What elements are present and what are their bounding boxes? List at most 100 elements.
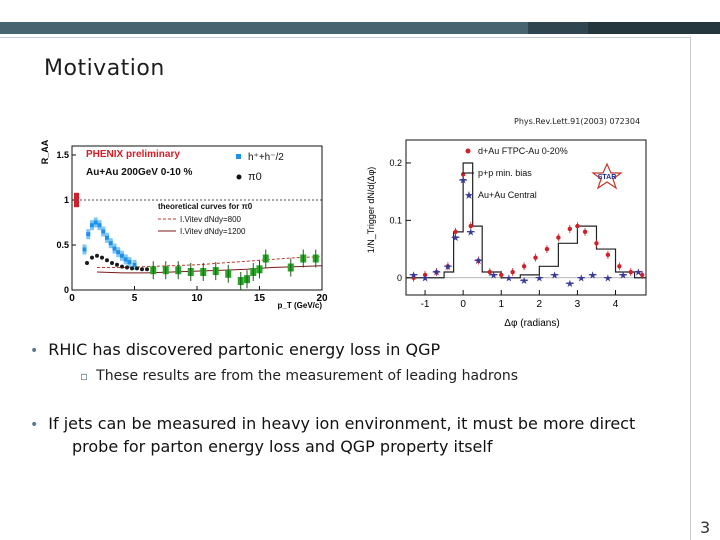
hadron-point	[97, 223, 102, 228]
frame-line-right	[690, 37, 691, 540]
dphi-y-tick-label: 0	[397, 273, 402, 283]
dau-point	[567, 226, 573, 232]
dau-point	[533, 255, 538, 260]
dau-point	[582, 229, 588, 235]
phenix-preliminary-label: PHENIX preliminary	[86, 149, 180, 160]
auau-point: ★	[443, 262, 452, 273]
auau-point: ★	[588, 270, 597, 281]
pi0-point	[145, 267, 149, 272]
raa-x-axis-label: p_T (GeV/c)	[278, 301, 323, 310]
dau-point	[639, 272, 645, 278]
auau-point: ★	[451, 233, 460, 244]
page-number: 3	[700, 518, 711, 537]
auau-point: ★	[634, 268, 643, 279]
legend-hadrons-label: h⁺+h⁻/2	[248, 152, 284, 163]
auau-point: ★	[535, 273, 544, 284]
raa-x-tick-label: 10	[191, 293, 203, 304]
legend-theory2-label: I.Vitev dNdy=1200	[180, 227, 246, 236]
dau-point	[468, 223, 473, 229]
reference-citation: Phys.Rev.Lett.91(2003) 072304	[514, 117, 641, 126]
auau-point: ★	[489, 270, 498, 281]
auau-point: ★	[504, 273, 513, 284]
dau-point	[575, 223, 580, 229]
raa-y-axis-label: R_AA	[40, 139, 50, 164]
hadron-point	[82, 247, 87, 252]
bullet-jets-probe: • If jets can be measured in heavy ion en…	[30, 413, 680, 458]
raa-x-tick-label: 20	[316, 293, 328, 304]
dphi-correlation-chart: -1 0 1 2 3 400.10.2 ★ ★★★★★★★★ ★ ★ ★ ★★★ ★ ★ ★ ★ 1/N_T…	[366, 139, 647, 329]
raa-y-tick-label: 0.5	[56, 240, 69, 250]
bullet-text-line1: If jets can be measured in heavy ion env…	[48, 414, 636, 433]
dphi-x-tick-label: 3	[575, 299, 581, 310]
raa-y-tick-label: 1.5	[56, 150, 69, 160]
star-logo: STAR	[591, 162, 623, 190]
auau-point: ★	[421, 273, 430, 284]
raa-x-tick-label: 15	[254, 293, 266, 304]
pi0-point	[90, 255, 94, 260]
dphi-x-tick-label: 4	[613, 299, 619, 310]
dphi-y-tick-label: 0.1	[389, 215, 402, 225]
top-bar-segment	[0, 22, 528, 34]
auau-point: ★	[459, 176, 468, 187]
frame-line-top	[0, 37, 690, 38]
dau-point	[453, 229, 458, 235]
dau-point	[411, 275, 416, 280]
sub-bullet-text: These results are from the measurement o…	[96, 368, 519, 384]
bullet-dot: •	[30, 343, 39, 359]
pi0-point	[100, 255, 104, 260]
dau-point	[605, 252, 611, 258]
dphi-x-axis-label: Δφ (radians)	[504, 318, 559, 329]
raa-theory-curve-2	[96, 265, 323, 274]
dphi-x-tick-label: 1	[498, 299, 504, 310]
dphi-y-tick-label: 0.2	[389, 158, 402, 168]
dphi-y-axis-label: 1/N_Trigger dN/d(Δφ)	[366, 167, 376, 254]
hadron-point	[90, 223, 94, 228]
raa-y-tick-label: 1	[64, 195, 69, 205]
top-accent-bar	[0, 22, 720, 34]
top-bar-segment	[588, 22, 720, 34]
hadron-point	[132, 262, 137, 267]
dau-point	[499, 272, 504, 278]
dau-point	[556, 235, 561, 240]
auau-point: ★	[577, 273, 586, 284]
auau-point: ★	[520, 276, 529, 287]
hadron-point	[101, 229, 106, 234]
auau-point: ★	[565, 279, 574, 290]
auau-point: ★	[550, 270, 559, 281]
pi0-point	[115, 262, 119, 267]
pi0-point	[110, 261, 114, 265]
auau-point: ★	[603, 273, 612, 284]
pi0-point	[125, 265, 129, 270]
bullet-partonic-energy-loss: • RHIC has discovered partonic energy los…	[30, 340, 440, 359]
dphi-x-tick-label: 0	[460, 299, 466, 310]
bullet-text: RHIC has discovered partonic energy loss…	[48, 340, 441, 359]
collision-system-label: Au+Au 200GeV 0-10 %	[86, 167, 193, 178]
hadron-point	[93, 220, 98, 225]
dphi-x-tick-label: -1	[421, 299, 430, 310]
theory-header-label: theoretical curves for π0	[158, 202, 253, 211]
pp-histogram-line	[406, 162, 646, 279]
auau-point: ★	[466, 227, 475, 238]
star-logo-text: STAR	[598, 174, 617, 181]
hadron-point	[120, 253, 124, 258]
sub-bullet-leading-hadrons: ▫ These results are from the measurement …	[80, 368, 518, 384]
pi0-point	[140, 267, 144, 272]
dau-point	[628, 269, 633, 275]
auau-point: ★	[619, 270, 628, 281]
legend-theory1-label: I.Vitev dNdy=800	[180, 215, 242, 224]
bullet-text-line2: probe for parton energy loss and QGP pro…	[72, 437, 493, 456]
dau-point	[521, 264, 527, 269]
dau-point	[594, 241, 599, 246]
raa-x-tick-label: 5	[132, 293, 138, 304]
pi0-point	[120, 264, 124, 269]
raa-x-tick-label: 0	[69, 293, 75, 304]
dau-point	[487, 269, 493, 275]
dau-point	[617, 264, 622, 269]
legend-pi0-label: π0	[248, 171, 262, 183]
sub-bullet-marker: ▫	[80, 369, 89, 383]
legend-hadrons-marker	[236, 154, 241, 159]
pi0-point	[85, 261, 89, 265]
dau-point	[510, 269, 515, 275]
auau-point: ★	[409, 270, 418, 281]
pi0-point	[95, 253, 99, 258]
